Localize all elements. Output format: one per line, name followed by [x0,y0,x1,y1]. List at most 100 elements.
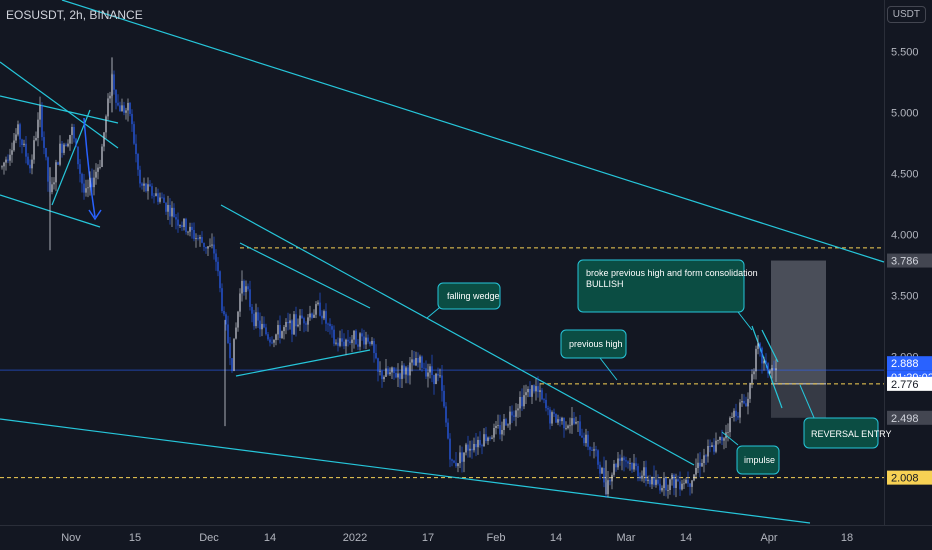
trendline-recent-flag-2 [761,329,779,363]
candle-body [87,187,89,189]
candle-body [603,467,605,483]
candle-body [559,419,561,422]
candle-body [295,314,297,327]
candle-body [585,434,587,444]
candle-body [597,450,599,465]
candle-body [103,132,105,147]
candle-body [45,147,47,158]
candle-body [481,445,483,447]
candle-body [677,479,679,482]
candle-body [237,311,239,328]
x-tick-label: Nov [61,532,81,544]
candle-body [363,336,365,345]
candle-body [507,424,509,426]
candle-body [767,363,769,374]
candle-body [185,218,187,233]
candle-body [273,339,275,343]
candle-body [71,126,73,136]
candle-body [675,479,677,488]
candle-body [523,395,525,407]
candle-body [467,444,469,451]
callout-broke-line1: broke previous high and form consolidati… [586,268,758,278]
candle-body [455,462,457,467]
candle-body [109,95,111,99]
candle-body [517,408,519,411]
candle-body [609,480,611,482]
candle-body [691,480,693,487]
candle-body [179,225,181,227]
currency-badge[interactable]: USDT [886,6,926,23]
candle-body [755,348,757,372]
candle-body [483,434,485,447]
candle-body [379,371,381,372]
callout-impulse: impulse [721,431,780,475]
candle-body [659,483,661,491]
position-stop-zone [771,383,826,418]
candle-body [591,449,593,451]
candle-body [375,353,377,359]
candle-body [693,474,695,481]
candle-body [251,306,253,314]
candle-body [689,483,691,487]
x-tick-label: 17 [422,532,434,544]
callout-reversal-entry-text: REVERSAL ENTRY [811,429,892,439]
candle-body [209,245,211,247]
candle-body [317,302,319,305]
candle-body [385,368,387,377]
candle-body [343,341,345,347]
candle-body [153,195,155,197]
candle-body [9,154,11,161]
candle-body [255,312,257,327]
candle-body [723,438,725,441]
candle-body [683,483,685,485]
candle-body [525,392,527,396]
candle-body [277,325,279,335]
candle-body [227,324,229,343]
candle-body [445,406,447,423]
candle-body [775,368,777,371]
candle-body [661,488,663,491]
candle-body [475,443,477,448]
y-tick-label: 5.000 [891,107,919,119]
candle-body [493,428,495,438]
candle-body [491,437,493,439]
candle-body [231,358,233,371]
candle-body [399,373,401,379]
trendline-triangle-upper [239,242,371,309]
y-tick-label: 4.500 [891,168,919,180]
candle-body [473,443,475,451]
candle-body [393,367,395,373]
trendline-triangle-lower [235,349,371,377]
candle-body [557,419,559,423]
candle-body [171,207,173,217]
candle-body [215,253,217,262]
candle-body [329,323,331,327]
candle-body [485,434,487,442]
trendline-early-upper [0,61,119,149]
candle-body [359,333,361,347]
candle-body [701,463,703,467]
candle-body [595,449,597,451]
candle-body [119,105,121,112]
candle-body [617,458,619,468]
candle-body [283,327,285,332]
candle-body [135,143,137,155]
trendline-wedge-upper [220,204,695,466]
candle-body [253,313,255,327]
candle-body [649,479,651,485]
candle-body [537,386,539,392]
time-axis[interactable]: Nov 15 Dec 14 2022 17 Feb 14 Mar 14 Apr 18 [61,532,853,544]
candle-body [259,320,261,330]
candle-body [275,334,277,340]
candle-body [627,461,629,464]
candle-body [125,110,127,113]
candle-body [155,193,157,196]
candle-body [415,358,417,366]
candle-body [299,315,301,325]
candle-body [461,452,463,462]
candle-body [197,237,199,239]
x-tick-label: 14 [550,532,562,544]
